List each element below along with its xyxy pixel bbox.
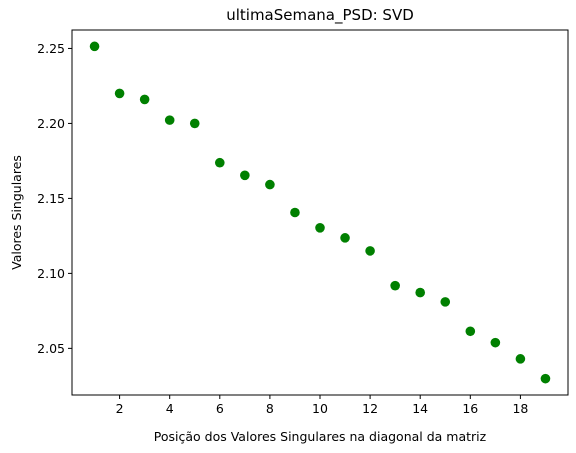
x-tick-label: 12 [362,401,378,416]
data-point [164,115,175,125]
data-point [465,326,476,337]
data-point [365,246,375,256]
x-tick-label: 2 [116,401,124,416]
data-point [214,157,225,168]
data-points [89,41,551,384]
x-tick-label: 10 [312,401,328,416]
y-axis-ticks: 2.05 2.10 2.15 2.20 2.25 [37,41,72,356]
x-tick-label: 18 [512,401,528,416]
data-point [114,88,125,99]
data-point [390,280,400,291]
x-tick-label: 4 [166,401,174,416]
x-tick-label: 14 [412,401,428,416]
data-point [139,94,150,105]
x-tick-label: 6 [216,401,224,416]
y-tick-label: 2.15 [37,191,65,206]
y-tick-label: 2.20 [37,116,65,131]
x-axis-ticks: 2 4 6 8 10 12 14 16 18 [116,395,528,416]
data-point [265,179,275,190]
y-axis-label: Valores Singulares [9,155,24,270]
data-point [290,207,300,218]
x-tick-label: 8 [266,401,274,416]
data-point [415,287,426,298]
data-point [315,222,325,233]
data-point [540,373,551,384]
y-tick-label: 2.05 [37,341,65,356]
x-axis-label: Posição dos Valores Singulares na diagon… [154,429,487,444]
data-point [340,233,350,243]
x-tick-label: 16 [462,401,478,416]
chart-title: ultimaSemana_PSD: SVD [226,6,414,25]
data-point [240,170,250,181]
data-point [490,337,501,348]
data-point [89,41,100,52]
data-point [189,118,200,129]
y-tick-label: 2.10 [37,266,65,281]
data-point [515,354,526,364]
data-point [440,297,451,307]
y-tick-label: 2.25 [37,41,65,56]
